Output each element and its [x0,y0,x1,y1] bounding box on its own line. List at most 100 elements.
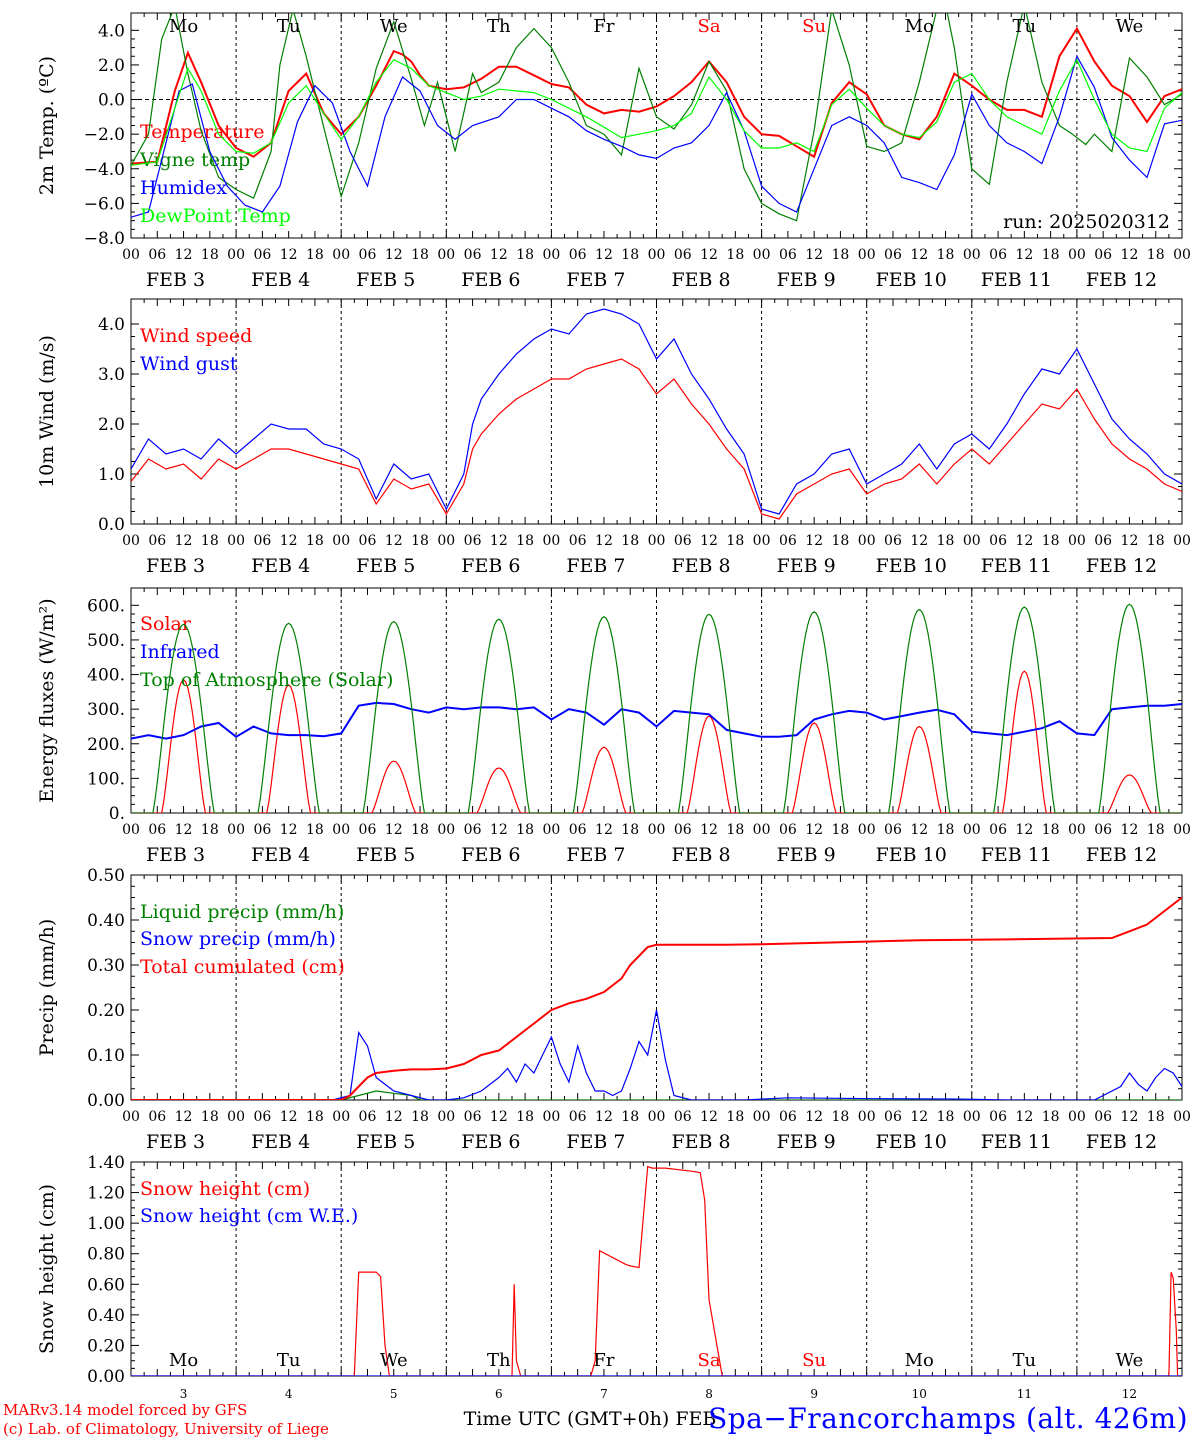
weekday-label: We [380,1350,408,1371]
date-label: FEB 10 [876,269,947,291]
x-tick-label: 00 [963,822,981,838]
x-tick-label: 12 [175,1109,193,1125]
x-tick-label: 12 [1121,533,1139,549]
x-tick-label: 12 [175,822,193,838]
x-tick-label: 18 [306,1109,324,1125]
y-tick-label: −4.0 [84,160,125,180]
x-tick-label: 00 [1173,247,1191,263]
credit-line-2: (c) Lab. of Climatology, University of L… [3,1420,329,1438]
date-label: FEB 6 [461,555,520,577]
y-tick-label: 1.40 [87,1153,125,1173]
x-tick-label: 12 [595,1109,613,1125]
x-tick-label: 12 [280,1109,298,1125]
x-tick-label: 18 [516,247,534,263]
day-number: 4 [285,1387,293,1401]
x-tick-label: 12 [1015,822,1033,838]
x-tick-label: 18 [201,1109,219,1125]
x-tick-label: 18 [1042,533,1060,549]
weekday-label: Sa [698,1350,721,1371]
y-tick-label: 0.10 [87,1046,125,1066]
x-tick-label: 12 [1121,822,1139,838]
x-tick-label: 06 [779,533,797,549]
x-tick-label: 18 [726,247,744,263]
x-tick-label: 06 [359,822,377,838]
weekday-label: Mo [905,1350,934,1371]
weekday-label: Th [487,1350,511,1371]
date-label: FEB 12 [1086,844,1157,866]
y-tick-label: −8.0 [84,229,125,249]
x-tick-label: 12 [490,822,508,838]
legend-entry: Snow height (cm W.E.) [140,1205,358,1227]
x-tick-label: 18 [621,533,639,549]
series-wind-speed [131,358,1182,520]
y-tick-label: 600. [87,596,125,616]
legend-entry: Snow height (cm) [140,1178,310,1200]
x-tick-label: 12 [490,533,508,549]
date-label: FEB 3 [146,844,205,866]
credit-line-1: MARv3.14 model forced by GFS [3,1401,248,1419]
x-tick-label: 00 [332,247,350,263]
series-temperature [131,26,1182,165]
x-tick-label: 18 [726,822,744,838]
x-tick-label: 18 [621,247,639,263]
x-tick-label: 06 [148,247,166,263]
series-dewpoint-temp [131,58,1182,166]
date-label: FEB 12 [1086,555,1157,577]
weekday-label: Th [487,16,511,37]
y-axis-label: Precip (mm/h) [36,919,58,1057]
x-tick-label: 18 [1042,247,1060,263]
x-tick-label: 00 [1068,247,1086,263]
x-tick-label: 06 [779,247,797,263]
date-label: FEB 11 [981,269,1052,291]
series-liquid-precip-mm-h- [131,1090,1182,1100]
weekday-label: Su [802,16,826,37]
y-axis-label: 10m Wind (m/s) [36,335,58,488]
y-tick-label: 1.20 [87,1184,125,1204]
date-label: FEB 5 [356,1131,415,1153]
y-tick-label: 0.40 [87,1306,125,1326]
date-label: FEB 11 [981,844,1052,866]
date-label: FEB 3 [146,1131,205,1153]
x-tick-label: 00 [648,247,666,263]
x-tick-label: 18 [201,247,219,263]
legend-entry: Vigne temp [139,149,250,171]
x-tick-label: 12 [910,533,928,549]
x-tick-label: 06 [148,1109,166,1125]
x-tick-label: 00 [753,1109,771,1125]
x-tick-label: 06 [674,1109,692,1125]
date-label: FEB 11 [981,555,1052,577]
x-tick-label: 12 [280,533,298,549]
date-label: FEB 5 [356,844,415,866]
x-tick-label: 18 [1147,822,1165,838]
series-wind-gust [131,308,1182,515]
x-tick-label: 06 [1094,1109,1112,1125]
date-label: FEB 7 [566,555,625,577]
x-tick-label: 00 [332,533,350,549]
panel-temp: −8.0 −6.0 −4.0 −2.0 0.0 2.0 4.0 2m Temp. (ºC) Te… [36,12,1191,291]
series-solar [131,670,1182,813]
x-tick-label: 18 [621,1109,639,1125]
x-tick-label: 00 [227,533,245,549]
y-tick-label: 4.0 [98,315,125,335]
x-tick-label: 00 [963,247,981,263]
x-tick-label: 06 [1094,247,1112,263]
x-tick-label: 18 [201,822,219,838]
x-tick-label: 06 [1094,533,1112,549]
x-tick-label: 18 [726,533,744,549]
x-tick-label: 06 [989,822,1007,838]
date-label: FEB 3 [146,555,205,577]
x-tick-label: 06 [148,533,166,549]
weekday-label: We [380,16,408,37]
date-label: FEB 7 [566,1131,625,1153]
y-tick-label: 2.0 [98,415,125,435]
x-tick-label: 18 [516,533,534,549]
x-tick-label: 18 [937,822,955,838]
x-tick-label: 18 [516,822,534,838]
x-tick-label: 18 [411,247,429,263]
x-tick-label: 06 [253,822,271,838]
x-tick-label: 12 [910,1109,928,1125]
series-snow-precip-mm-h- [131,1009,1182,1100]
x-tick-label: 12 [175,247,193,263]
weekday-label: Tu [1013,16,1037,37]
